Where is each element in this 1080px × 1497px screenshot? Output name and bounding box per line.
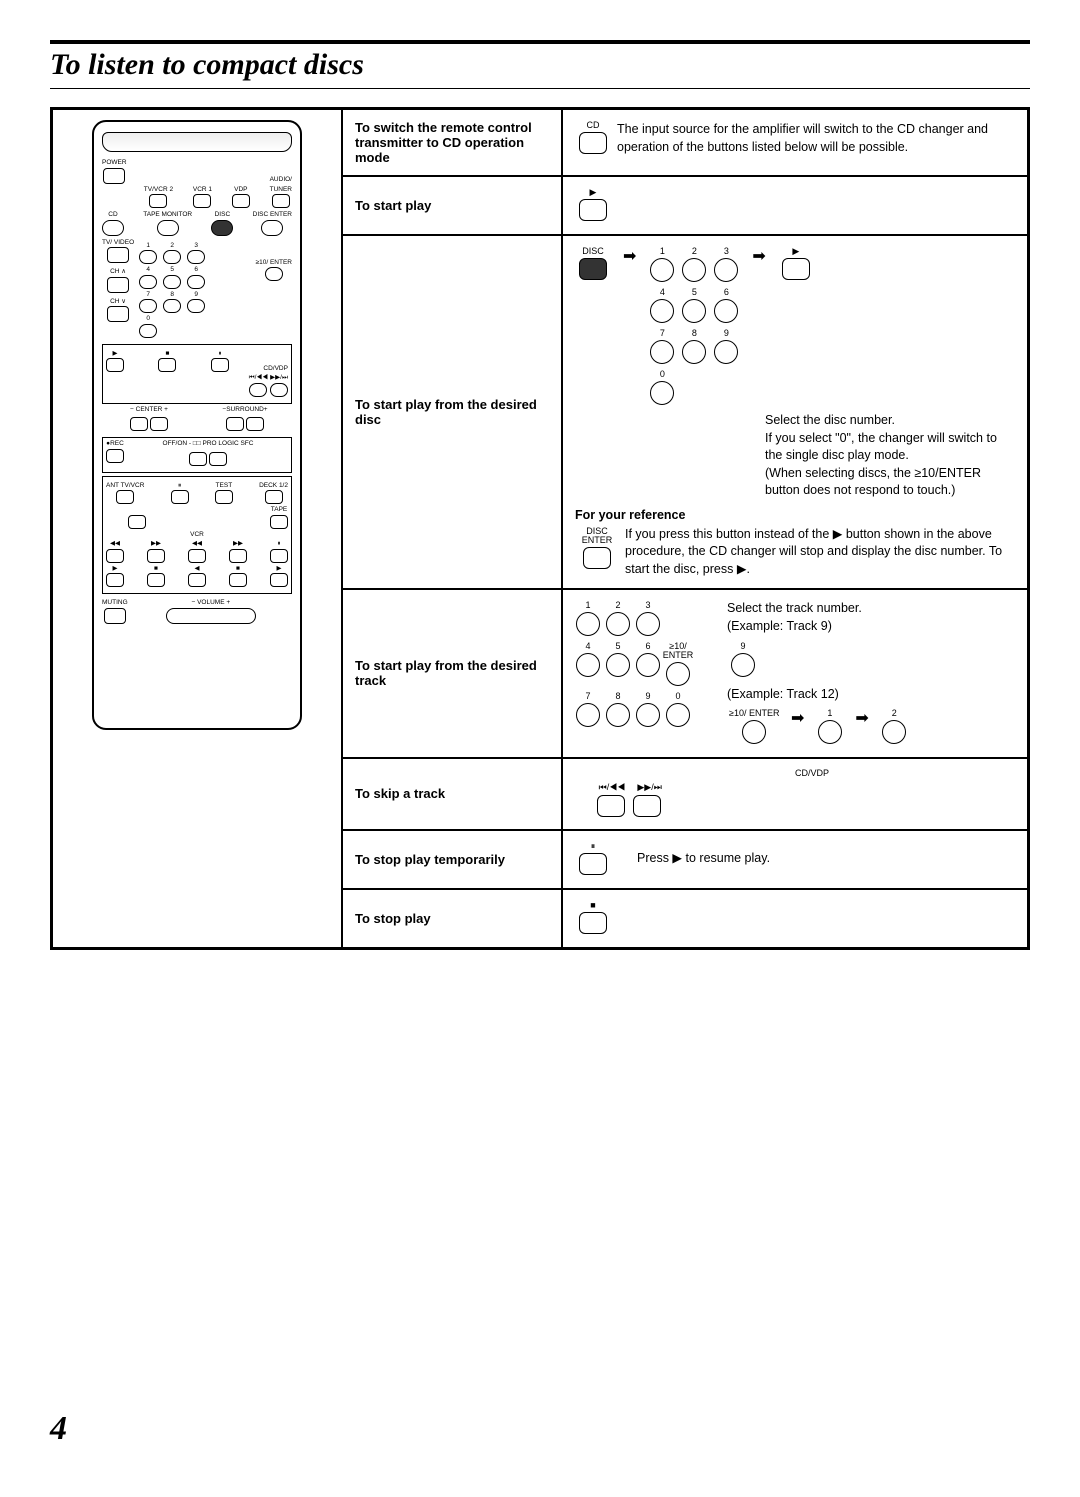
- remote-illustration-cell: POWER AUDIO/ TV/VCR 2 VCR 1 VDP TUNER CD…: [52, 109, 342, 948]
- pause-button-icon: [579, 853, 607, 875]
- row-pause-desc: ⏸ Press ▶ to resume play.: [562, 830, 1028, 889]
- row-desired-track-label: To start play from the desired track: [342, 589, 562, 758]
- keypad-icon: 1 2 3 4 5 6 ≥10/ ENTER 7 8 9 0: [575, 600, 691, 730]
- arrow-icon: ➡: [623, 246, 636, 266]
- disc-desc3: (When selecting discs, the ≥10/ENTER but…: [765, 465, 1015, 500]
- row-stop-label: To stop play: [342, 889, 562, 948]
- play-icon-label: ▶: [590, 188, 597, 197]
- skip-fwd-button-icon: [633, 795, 661, 817]
- arrow-icon: ➡: [752, 246, 765, 266]
- disc-enter-button-icon: [583, 547, 611, 569]
- reference-heading: For your reference: [575, 508, 1015, 522]
- row-skip-track-label: To skip a track: [342, 758, 562, 830]
- play-button-icon: [579, 199, 607, 221]
- row-desired-track-desc: 1 2 3 4 5 6 ≥10/ ENTER 7 8 9 0 Select th…: [562, 589, 1028, 758]
- instruction-table: POWER AUDIO/ TV/VCR 2 VCR 1 VDP TUNER CD…: [50, 107, 1030, 950]
- cdvdp-label: CD/VDP: [609, 769, 1015, 778]
- row-start-play-desc: ▶: [562, 176, 1028, 235]
- cd-button-icon: [579, 132, 607, 154]
- row-switch-mode-label: To switch the remote control transmitter…: [342, 109, 562, 176]
- disc-desc2: If you select "0", the changer will swit…: [765, 430, 1015, 465]
- row1-text: The input source for the amplifier will …: [617, 121, 1015, 156]
- stop-icon-label: ■: [590, 901, 595, 910]
- track-desc1: Select the track number.: [727, 600, 910, 618]
- page-number: 4: [50, 1410, 1030, 1448]
- reference-desc: If you press this button instead of the …: [625, 526, 1015, 579]
- skip-back-label: ⏮/◀◀: [595, 783, 629, 792]
- remote-control-diagram: POWER AUDIO/ TV/VCR 2 VCR 1 VDP TUNER CD…: [92, 120, 302, 730]
- pause-icon-label: ⏸: [591, 842, 596, 851]
- disc-button-label: DISC: [582, 247, 604, 256]
- keypad-icon: 1 2 3 4 5 6 7 8 9 0: [648, 246, 740, 408]
- track-ex1: (Example: Track 9): [727, 618, 910, 636]
- cd-button-label: CD: [587, 121, 600, 130]
- disc-enter-label: DISC ENTER: [577, 527, 617, 545]
- row-pause-label: To stop play temporarily: [342, 830, 562, 889]
- play-icon-label: ▶: [792, 247, 799, 256]
- stop-button-icon: [579, 912, 607, 934]
- page-title: To listen to compact discs: [50, 46, 1030, 82]
- pause-desc: Press ▶ to resume play.: [637, 850, 770, 868]
- play-button-icon: [782, 258, 810, 280]
- row-desired-disc-label: To start play from the desired disc: [342, 235, 562, 589]
- skip-back-button-icon: [597, 795, 625, 817]
- row-start-play-label: To start play: [342, 176, 562, 235]
- skip-fwd-label: ▶▶/⏭: [633, 783, 667, 792]
- track-ex2: (Example: Track 12): [727, 686, 910, 704]
- disc-desc1: Select the disc number.: [765, 412, 1015, 430]
- row-skip-track-desc: CD/VDP ⏮/◀◀ ▶▶/⏭: [562, 758, 1028, 830]
- disc-button-icon: [579, 258, 607, 280]
- row-stop-desc: ■: [562, 889, 1028, 948]
- row-desired-disc-desc: DISC ➡ 1 2 3 4 5 6 7 8 9 0 ➡ ▶ Select th…: [562, 235, 1028, 589]
- row-switch-mode-desc: CD The input source for the amplifier wi…: [562, 109, 1028, 176]
